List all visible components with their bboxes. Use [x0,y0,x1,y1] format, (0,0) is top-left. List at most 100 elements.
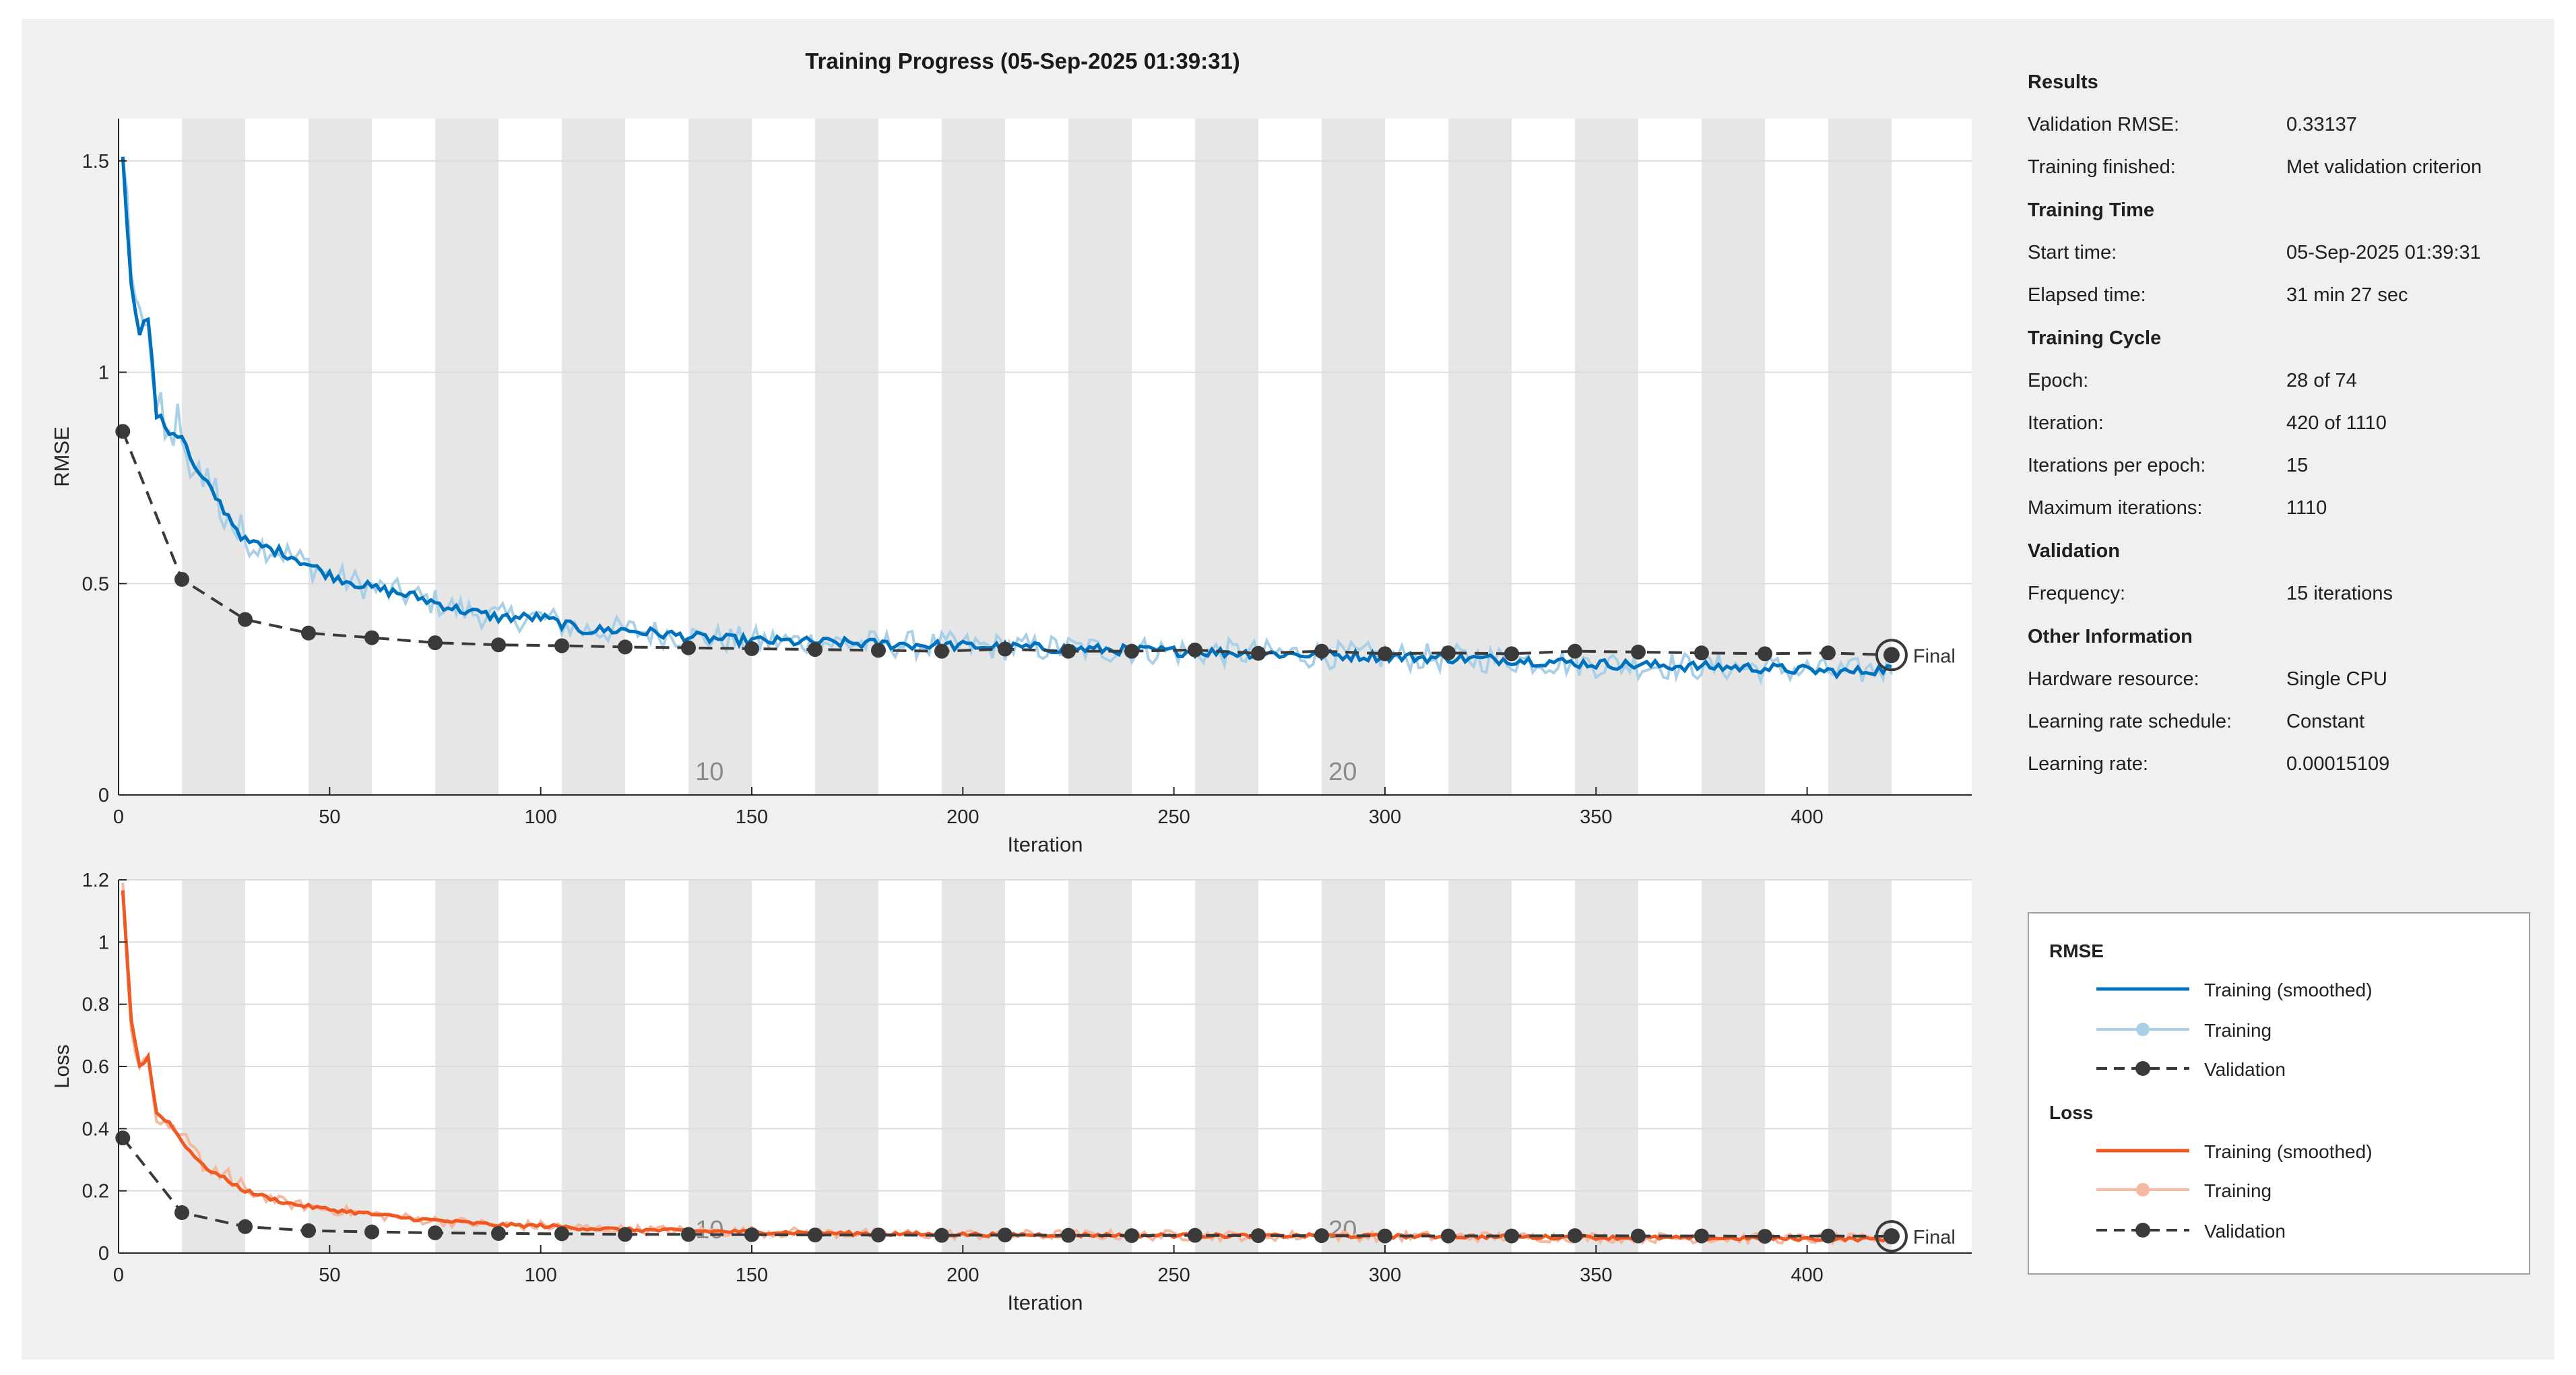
learning-rate-schedule-value: Constant [2286,711,2365,732]
epoch-band [941,119,1005,795]
learning-rate-label: Learning rate: [2028,753,2148,775]
chart-title: Training Progress (05-Sep-2025 01:39:31) [805,49,1240,73]
final-marker [1883,1228,1900,1245]
legend-loss-validation: Validation [2096,1217,2514,1244]
hardware-resource-value: Single CPU [2286,668,2387,690]
validation-point [1377,646,1392,662]
validation-point [554,638,569,653]
legend-rmse-validation-swatch [2096,1061,2189,1076]
learning-rate-schedule-label: Learning rate schedule: [2028,711,2232,732]
epoch-band [688,119,752,795]
validation-point [1250,645,1266,661]
legend-loss-validation-label: Validation [2204,1221,2286,1242]
epoch-band [1321,119,1385,795]
frequency-value: 15 iterations [2286,583,2393,604]
y-tick-label: 1.2 [82,870,109,891]
y-tick-label: 0 [98,785,109,806]
epoch-band [561,119,625,795]
legend-rmse-heading: RMSE [2049,940,2104,961]
epoch-band [1828,119,1892,795]
results-heading: Results [2028,71,2098,93]
validation-point [1820,1228,1836,1244]
validation-point [1314,643,1329,659]
x-tick-label: 300 [1369,806,1401,828]
validation-point [1567,643,1582,659]
validation-point [174,571,189,587]
start-time-value: 05-Sep-2025 01:39:31 [2286,242,2481,263]
legend-rmse-smoothed-swatch [2096,987,2189,991]
learning-rate-row: Learning rate: 0.00015109 [2028,743,2540,786]
validation-point [1630,644,1646,660]
y-tick-label: 0.8 [82,994,109,1016]
x-tick-label: 300 [1369,1265,1401,1286]
x-tick-label: 250 [1157,806,1190,828]
x-tick-label: 200 [946,1265,979,1286]
y-tick-label: 0.6 [82,1056,109,1078]
training-cycle-heading: Training Cycle [2028,327,2162,349]
validation-point [680,640,696,655]
elapsed-time-row: Elapsed time: 31 min 27 sec [2028,274,2540,317]
validation-rmse-label: Validation RMSE: [2028,114,2180,135]
validation-point [115,1130,131,1146]
training-time-heading: Training Time [2028,199,2155,221]
validation-point [1187,1227,1202,1243]
x-axis-label: Iteration [1007,1291,1083,1314]
epoch-label: 10 [695,758,723,786]
validation-line [121,1137,1892,1238]
legend-rmse-training: Training [2096,1016,2514,1043]
training-finished-row: Training finished: Met validation criter… [2028,146,2540,189]
y-tick-label: 1 [98,362,109,384]
x-tick-label: 100 [524,806,556,828]
final-marker [1883,647,1900,664]
validation-point [1694,1228,1709,1244]
validation-point [1440,1228,1456,1244]
validation-rmse-value: 0.33137 [2286,114,2357,135]
validation-point [617,639,633,655]
validation-point [1440,645,1456,661]
validation-point [364,630,379,645]
validation-point [617,1227,633,1242]
validation-point [870,1227,886,1243]
training-progress-window: 10 20 Final 0 50 100 150 200 250 300 350 400 0 0.5 1 1.… [22,19,2554,1360]
validation-point [1060,1227,1076,1243]
training-finished-value: Met validation criterion [2286,156,2482,178]
epoch-label: Epoch: [2028,370,2089,391]
legend-rmse-training-swatch [2096,1023,2189,1036]
legend-loss-smoothed-label: Training (smoothed) [2204,1141,2373,1162]
iterations-per-epoch-label: Iterations per epoch: [2028,455,2206,476]
x-tick-label: 400 [1791,1265,1823,1286]
iteration-label: Iteration: [2028,412,2104,434]
x-axis-label: Iteration [1007,833,1083,856]
validation-point [1630,1228,1646,1244]
validation-point [1124,643,1139,659]
legend-box: RMSE Training (smoothed) Training Valida… [2028,912,2530,1275]
learning-rate-schedule-row: Learning rate schedule: Constant [2028,701,2540,743]
validation-point [300,625,316,641]
plot-background [119,119,1972,795]
iteration-value: 420 of 1110 [2286,412,2387,434]
y-tick-label: 0.5 [82,573,109,595]
x-tick-label: 250 [1157,1265,1190,1286]
validation-point [1377,1228,1392,1244]
validation-point [554,1226,569,1242]
x-tick-label: 150 [736,806,768,828]
legend-rmse-validation-label: Validation [2204,1059,2286,1080]
validation-point [115,424,131,439]
validation-heading: Validation [2028,540,2120,562]
x-tick-label: 50 [319,1265,340,1286]
epoch-band [1448,119,1512,795]
final-marker-ring [1875,1220,1908,1253]
learning-rate-value: 0.00015109 [2286,753,2390,775]
x-tick-label: 200 [946,806,979,828]
y-tick-label: 0 [98,1243,109,1265]
epoch-band [308,119,372,795]
legend-rmse-validation: Validation [2096,1055,2514,1082]
final-label: Final [1913,645,1956,667]
final-marker-ring [1875,639,1908,672]
maximum-iterations-value: 1110 [2286,497,2327,519]
validation-point [1694,645,1709,661]
validation-point [680,1227,696,1242]
validation-point [1250,1228,1266,1244]
validation-point [1504,1228,1519,1244]
x-tick-label: 100 [524,1265,556,1286]
